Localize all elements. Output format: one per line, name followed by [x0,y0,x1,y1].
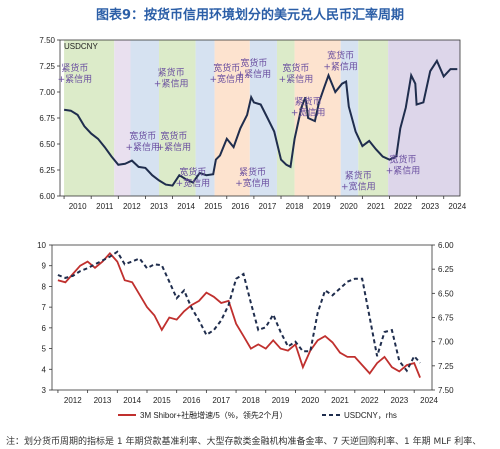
regime-annotation-6: 宽货币+紧信用 [237,57,272,80]
regime-annotation-3: 宽货币+紧信用 [157,130,192,153]
bottom-left-tick-label: 8 [42,282,47,291]
bottom-left-tick-label: 4 [42,365,47,374]
top-x-tick-label: 2013 [150,202,168,211]
bottom-left-tick-label: 6 [42,324,47,333]
regime-annotation-8: 宽货币+紧信用 [279,62,314,85]
bottom-right-tick-label: 6.75 [438,314,454,323]
regime-annotation-12: 宽货币+紧信用 [386,154,421,177]
regime-band-2 [130,40,159,196]
top-y-tick-label: 7.25 [39,62,55,71]
top-y-tick-label: 7.00 [39,88,55,97]
bottom-right-tick-label: 7.50 [438,386,454,395]
top-x-tick-label: 2017 [259,202,277,211]
bottom-left-tick-label: 7 [42,303,47,312]
bottom-x-tick-label: 2015 [153,396,171,405]
regime-band-6 [249,40,277,196]
top-x-tick-label: 2011 [96,202,114,211]
bottom-x-tick-label: 2018 [242,396,260,405]
legend-label-shibor: 3M Shibor+社融增速/5（%，领先2个月） [140,410,287,420]
regime-band-4 [195,40,215,196]
regime-band-5 [214,40,250,196]
top-x-tick-label: 2015 [204,202,222,211]
top-x-tick-label: 2012 [123,202,141,211]
regime-annotation-9: 紧货币+宽信用 [291,95,326,118]
bottom-left-tick-label: 3 [42,386,47,395]
top-y-tick-label: 7.50 [39,36,55,45]
shibor-line [57,251,421,378]
top-x-tick-label: 2016 [231,202,249,211]
regime-band-10 [358,40,389,196]
top-x-tick-label: 2022 [394,202,412,211]
top-series-label: USDCNY [64,42,98,51]
regime-annotation-7: 紧货币+宽信用 [235,166,270,189]
regime-annotation-11: 紧货币+宽信用 [341,169,376,192]
regime-annotation-4: 宽货币+宽信用 [176,166,211,189]
top-x-tick-label: 2019 [313,202,331,211]
usdcny-line [63,58,458,187]
bottom-right-tick-label: 7.25 [438,362,454,371]
top-x-tick-label: 2014 [177,202,195,211]
bottom-x-tick-label: 2020 [301,396,319,405]
bottom-right-tick-label: 7.00 [438,338,454,347]
usdcny-regime-chart: 7.50 7.25 7.00 6.75 6.50 6.25 6.00 2010 2011 2012… [39,36,466,211]
bottom-left-tick-label: 9 [42,262,47,271]
regime-annotation-0: 紧货币+紧信用 [58,62,93,85]
legend-label-usdcny: USDCNY，rhs [344,411,397,420]
bottom-x-tick-label: 2022 [361,396,379,405]
bottom-x-tick-label: 2023 [390,396,408,405]
bottom-x-tick-label: 2014 [123,396,141,405]
top-x-tick-label: 2020 [340,202,358,211]
bottom-x-tick-label: 2021 [331,396,349,405]
regime-annotation-5: 宽货币+宽信用 [210,62,245,85]
regime-band-8 [294,40,341,196]
top-x-tick-label: 2010 [69,202,87,211]
regime-band-0 [64,40,115,196]
top-x-tick-label: 2021 [367,202,385,211]
regime-annotation-2: 紧货币+紧信用 [154,66,189,89]
top-x-tick-label: 2023 [421,202,439,211]
regime-band-3 [158,40,196,196]
bottom-plot-frame [51,244,433,391]
top-y-tick-label: 6.50 [39,140,55,149]
bottom-x-tick-label: 2016 [183,396,201,405]
regime-band-1 [114,40,131,196]
bottom-left-tick-label: 5 [42,345,47,354]
footnote: 注：划分货币周期的指标是 1 年期贷款基准利率、大型存款类金融机构准备金率、7 … [6,437,482,447]
bottom-x-tick-label: 2017 [212,396,230,405]
regime-band-11 [388,40,460,196]
regime-annotation-1: 宽货币+紧信用 [125,130,160,153]
bottom-x-tick-label: 2013 [94,396,112,405]
shibor-usdcny-chart: 10 9 8 7 6 5 4 3 6.00 6.25 6.50 6.75 7.00 7.25 7.50 201… [37,241,454,420]
top-y-tick-label: 6.25 [39,166,55,175]
usdcny-rhs-line [57,250,421,373]
bottom-right-tick-label: 6.50 [438,289,454,298]
bottom-left-tick-label: 10 [37,241,46,250]
top-y-tick-label: 6.75 [39,114,55,123]
figure-title: 图表9：按货币信用环境划分的美元兑人民币汇率周期 [95,8,405,23]
bottom-x-tick-label: 2012 [64,396,82,405]
top-y-tick-label: 6.00 [39,192,55,201]
bottom-x-tick-label: 2019 [272,396,290,405]
regime-annotation-10: 宽货币+紧信用 [323,50,358,73]
bottom-x-tick-label: 2024 [420,396,438,405]
bottom-right-tick-label: 6.25 [438,265,454,274]
top-x-tick-label: 2024 [448,202,466,211]
bottom-right-tick-label: 6.00 [438,241,454,250]
regime-band-9 [340,40,359,196]
top-x-tick-label: 2018 [286,202,304,211]
